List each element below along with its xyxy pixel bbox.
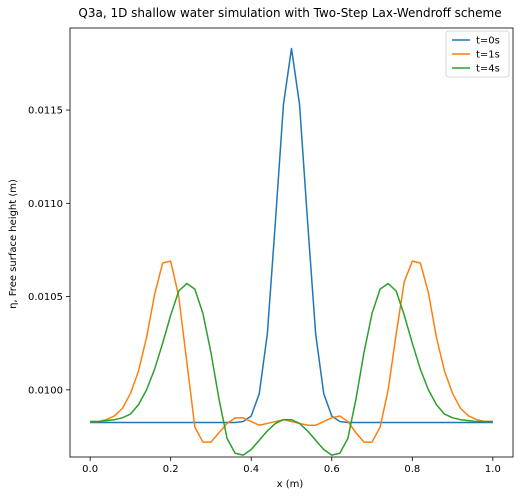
y-tick-label: 0.0105 [28, 292, 63, 303]
x-tick-label: 0.4 [243, 464, 259, 475]
series-line-t-1s [90, 260, 493, 443]
y-axis-label: η, Free surface height (m) [8, 179, 19, 309]
legend-label: t=0s [476, 36, 500, 47]
x-tick-label: 1.0 [485, 464, 501, 475]
y-tick-label: 0.0100 [28, 385, 63, 396]
x-tick-label: 0.8 [404, 464, 420, 475]
series-line-t-0s [90, 47, 493, 424]
y-tick-label: 0.0115 [28, 106, 63, 117]
y-tick-label: 0.0110 [28, 199, 63, 210]
x-tick-label: 0.6 [324, 464, 340, 475]
legend-box [445, 30, 510, 78]
x-tick-label: 0.0 [82, 464, 98, 475]
x-tick-label: 0.2 [163, 464, 179, 475]
x-axis-label: x (m) [277, 479, 304, 490]
chart-title: Q3a, 1D shallow water simulation with Tw… [78, 6, 501, 20]
y-axis: 0.0100 0.0105 0.0110 0.0115 [28, 106, 70, 396]
plot-frame [69, 27, 514, 458]
x-axis: 0.0 0.2 0.4 0.6 0.8 1.0 [82, 457, 501, 475]
legend: t=0s t=1s t=4s [445, 30, 510, 78]
series-lines [90, 47, 493, 456]
legend-label: t=1s [476, 50, 500, 61]
series-line-t-4s [90, 282, 493, 456]
legend-label: t=4s [476, 64, 500, 75]
